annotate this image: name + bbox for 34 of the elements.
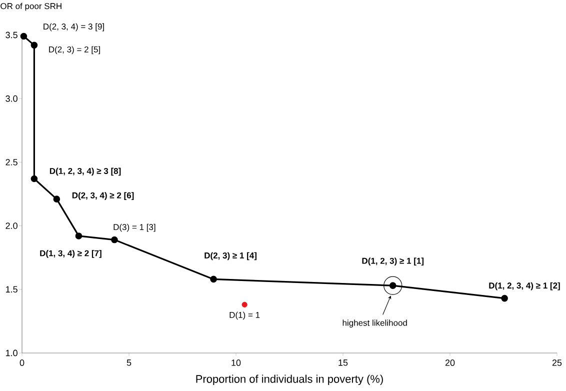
x-tick-label: 0 [20,360,24,366]
y-tick-label: 3.0 [6,95,18,102]
y-tick-label: 2.0 [6,222,18,229]
annotation: D(1) = 1 [230,312,260,320]
y-tick-label: 2.5 [6,159,18,166]
annotation: D(2, 3) ≥ 1 [4] [204,252,256,260]
annotation: D(1, 3, 4) ≥ 2 [7] [40,250,102,258]
point [20,32,28,40]
point [53,196,60,202]
annotation: highest likelihood [342,320,407,328]
point [242,302,248,308]
y-tick-label: 1.0 [6,350,18,356]
annotation: D(2, 3, 4) ≥ 2 [6] [72,192,134,200]
annotation: D(3) = 1 [3] [114,224,156,232]
point [75,232,82,240]
x-tick-label: 5 [126,360,132,366]
point [30,42,38,49]
annotation: D(1, 2, 3) ≥ 1 [1] [362,258,424,266]
point [501,294,508,302]
point [30,175,38,182]
y-tick-label: 1.5 [6,286,18,293]
x-tick-label: 15 [338,360,348,366]
annotation: D(2, 3, 4) = 3 [9] [44,23,104,32]
x-tick-label: 25 [552,360,562,366]
point [210,276,217,283]
y-tick-label: 3.5 [6,32,18,38]
annotation: D(2, 3) = 2 [5] [49,46,100,54]
annotation: D(1, 2, 3, 4) ≥ 3 [8] [50,168,121,176]
x-axis-title: Proportion of individuals in poverty (%) [196,374,383,385]
point [111,236,118,244]
x-tick-label: 10 [232,360,241,366]
y-axis-title: OR of poor SRH [0,2,62,11]
annotation: D(1, 2, 3, 4) ≥ 1 [2] [489,282,560,290]
x-tick-label: 20 [445,360,455,366]
